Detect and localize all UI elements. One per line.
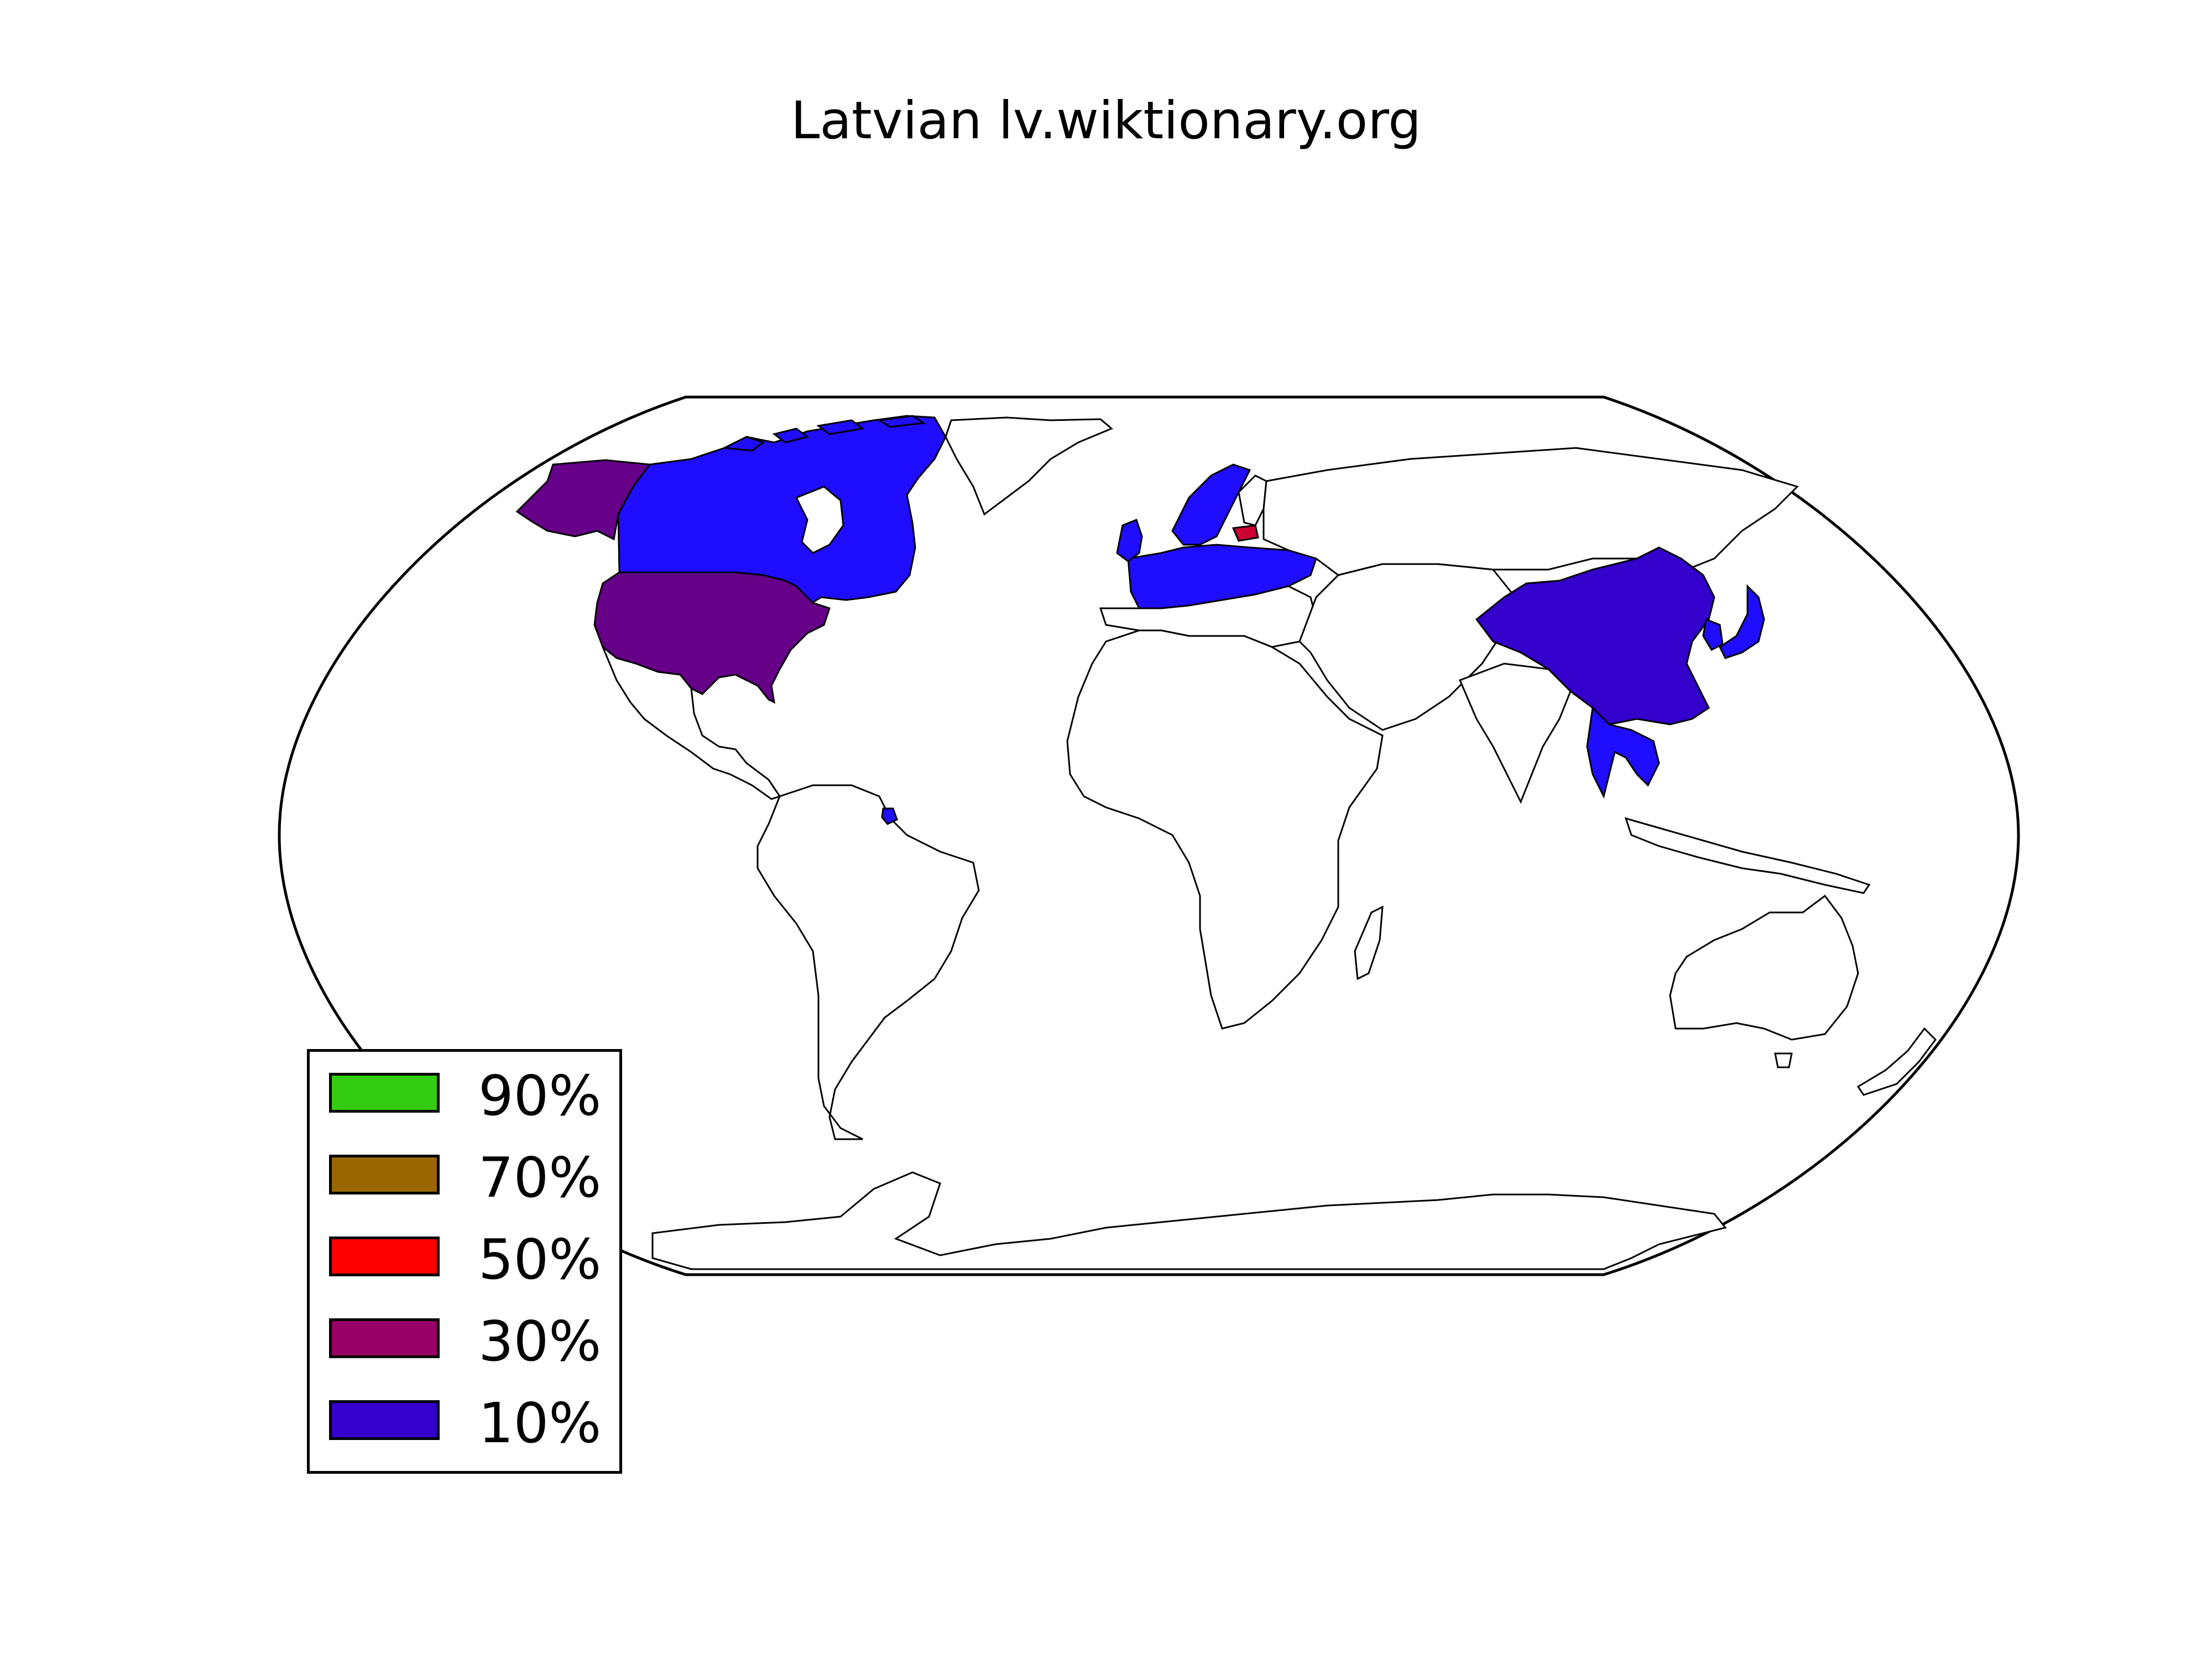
antarctica xyxy=(651,1171,1727,1270)
africa xyxy=(1066,629,1384,1030)
legend-swatch xyxy=(329,1318,440,1358)
china-region xyxy=(1475,546,1715,726)
latvia xyxy=(1232,524,1259,542)
legend-label: 90% xyxy=(478,1063,602,1128)
legend-label: 30% xyxy=(478,1309,602,1374)
greenland xyxy=(945,416,1113,516)
legend-swatch xyxy=(329,1400,440,1440)
legend-item: 70% xyxy=(329,1134,617,1206)
legend-label: 50% xyxy=(478,1227,602,1292)
tasmania xyxy=(1774,1052,1793,1068)
new-zealand xyxy=(1856,1027,1937,1096)
legend-label: 10% xyxy=(478,1391,602,1455)
hudson-bay xyxy=(795,486,844,554)
map-legend: 90% 70% 50% 30% 10% xyxy=(307,1049,622,1474)
map-title: Latvian lv.wiktionary.org xyxy=(791,91,1421,151)
legend-item: 50% xyxy=(329,1215,617,1287)
india xyxy=(1459,662,1572,804)
australia xyxy=(1669,894,1859,1041)
mexico-central-america xyxy=(602,646,781,800)
legend-swatch xyxy=(329,1155,440,1194)
legend-swatch xyxy=(329,1073,440,1113)
southeast-asia-region xyxy=(1586,706,1660,799)
legend-item: 30% xyxy=(329,1297,617,1369)
indonesia xyxy=(1624,817,1871,894)
legend-label: 70% xyxy=(478,1145,602,1210)
korea xyxy=(1702,618,1724,651)
french-guiana xyxy=(881,807,898,825)
legend-item: 90% xyxy=(329,1052,617,1124)
southern-europe xyxy=(1099,585,1317,648)
japan xyxy=(1719,584,1765,659)
legend-item: 10% xyxy=(329,1379,617,1451)
legend-swatch xyxy=(329,1237,440,1276)
south-america xyxy=(757,784,980,1140)
united-kingdom xyxy=(1116,519,1143,562)
madagascar xyxy=(1354,905,1384,980)
arctic-islands xyxy=(721,415,926,452)
